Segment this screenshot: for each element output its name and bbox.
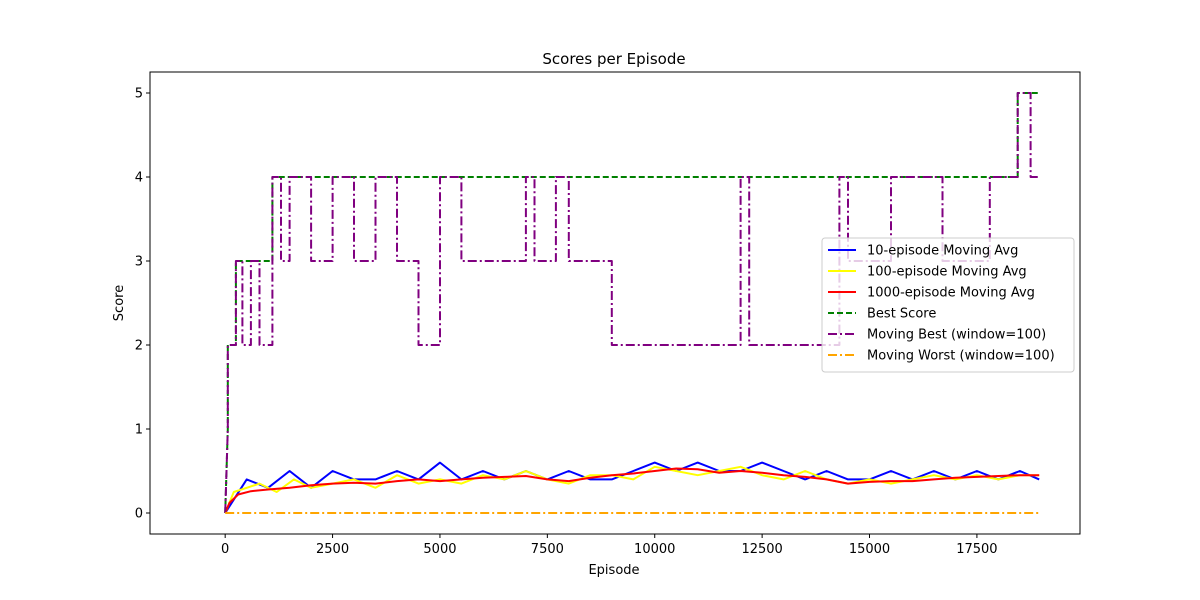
series-line-1000-episode-moving-avg	[224, 467, 1040, 514]
y-tick-label: 2	[135, 339, 143, 354]
legend-label-best-score: Best Score	[867, 307, 936, 322]
y-tick-label: 4	[135, 171, 143, 186]
x-axis-label: Episode	[588, 563, 639, 578]
legend-label-moving-best-window-100: Moving Best (window=100)	[867, 328, 1046, 343]
x-tick-label: 0	[221, 542, 229, 557]
x-tick-label: 15000	[849, 542, 890, 557]
y-tick-label: 3	[135, 255, 143, 270]
legend-box	[821, 237, 1075, 373]
y-axis-label: Score	[112, 285, 127, 321]
x-axis-ticks: 0 2500 5000 7500 10000 12500 15000 17500	[221, 534, 998, 557]
x-tick-label: 17500	[956, 542, 997, 557]
chart-title: Scores per Episode	[542, 50, 685, 68]
y-tick-label: 1	[135, 423, 143, 438]
legend-label-10-episode-moving-avg: 10-episode Moving Avg	[867, 244, 1018, 259]
x-tick-label: 7500	[531, 542, 564, 557]
plot-frame	[149, 71, 1081, 535]
x-tick-label: 10000	[634, 542, 675, 557]
legend: 10-episode Moving Avg 100-episode Moving …	[821, 237, 1075, 373]
x-tick-label: 2500	[316, 542, 349, 557]
y-tick-label: 5	[135, 87, 143, 102]
legend-label-moving-worst-window-100: Moving Worst (window=100)	[867, 349, 1055, 364]
y-tick-label: 0	[135, 507, 143, 522]
y-axis-ticks: 0 1 2 3 4 5	[135, 87, 150, 522]
series-line-10-episode-moving-avg	[224, 461, 1040, 514]
legend-label-1000-episode-moving-avg: 1000-episode Moving Avg	[867, 286, 1035, 301]
x-tick-label: 5000	[423, 542, 456, 557]
x-tick-label: 12500	[741, 542, 782, 557]
legend-label-100-episode-moving-avg: 100-episode Moving Avg	[867, 265, 1027, 280]
